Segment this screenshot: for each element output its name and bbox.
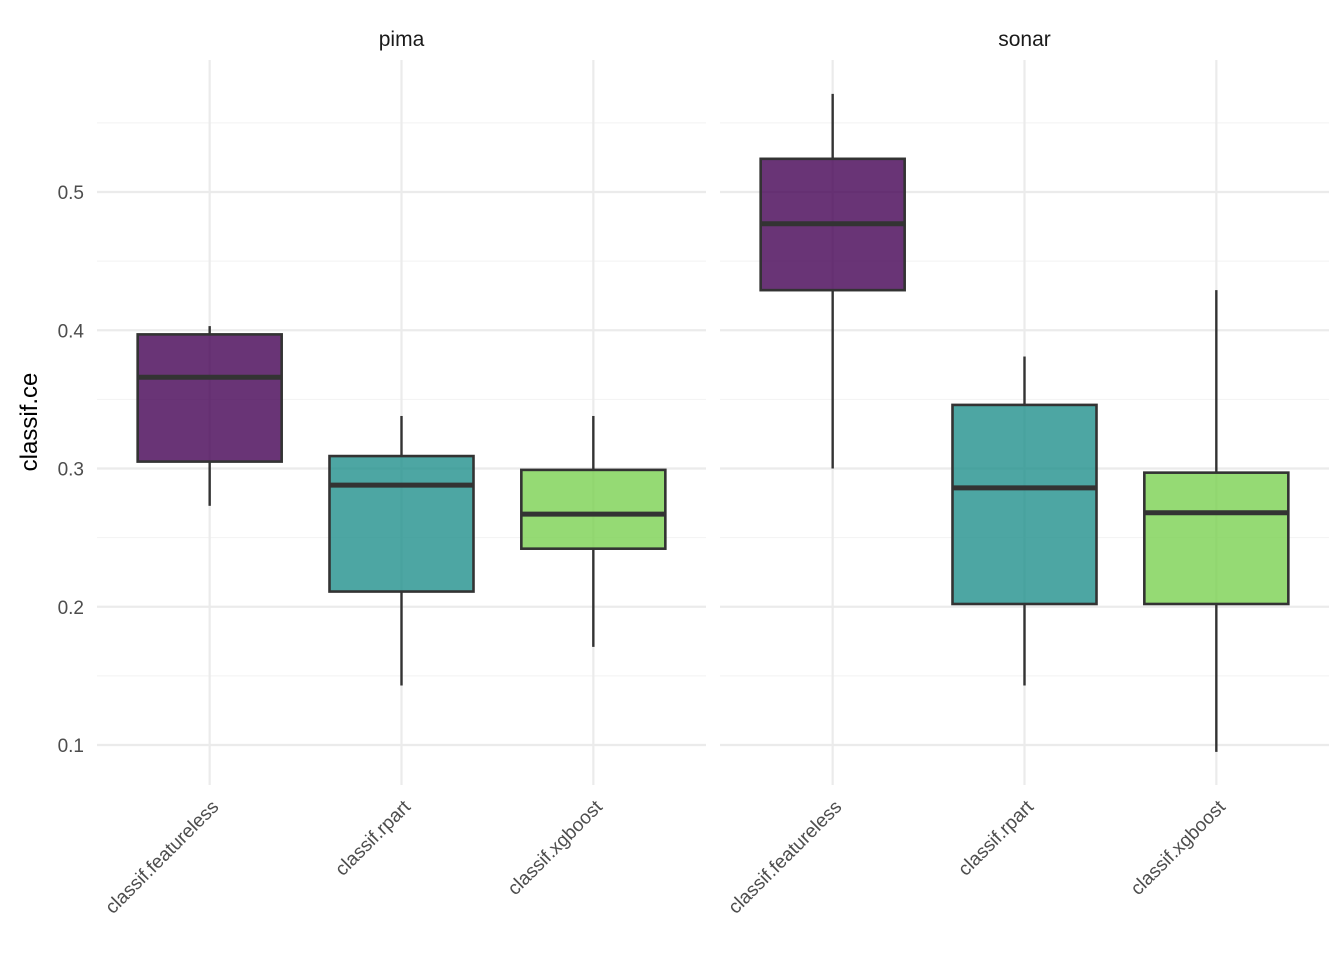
x-tick-label: classif.rpart: [954, 796, 1038, 880]
facet-title: sonar: [998, 28, 1051, 51]
y-axis: 0.1 0.2 0.3 0.4 0.5: [58, 183, 85, 757]
y-tick-label: 0.2: [58, 598, 84, 619]
x-tick-label: classif.featureless: [725, 797, 847, 919]
x-tick-label: classif.rpart: [331, 796, 415, 880]
box-classif-xgboost: [520, 468, 667, 550]
y-axis-title: classif.ce: [16, 373, 43, 472]
box-classif-rpart: [328, 454, 475, 593]
facet-title: pima: [379, 28, 425, 51]
box-classif-xgboost: [1143, 471, 1290, 606]
y-tick-label: 0.4: [58, 321, 85, 342]
x-tick-label: classif.xgboost: [504, 796, 607, 899]
y-tick-label: 0.1: [58, 736, 84, 757]
box-classif-featureless: [136, 333, 283, 463]
x-tick-label: classif.xgboost: [1127, 796, 1230, 899]
box-classif-rpart: [951, 403, 1098, 606]
facet-panel-sonar: sonar classif.featureless classif.rpart cla…: [720, 28, 1329, 918]
facet-panels: pima classif.featureless classif.rpart clas…: [97, 28, 1329, 918]
x-tick-label: classif.featureless: [102, 797, 224, 919]
y-tick-label: 0.3: [58, 460, 84, 481]
facet-panel-pima: pima classif.featureless classif.rpart clas…: [97, 28, 706, 918]
y-tick-label: 0.5: [58, 183, 84, 204]
